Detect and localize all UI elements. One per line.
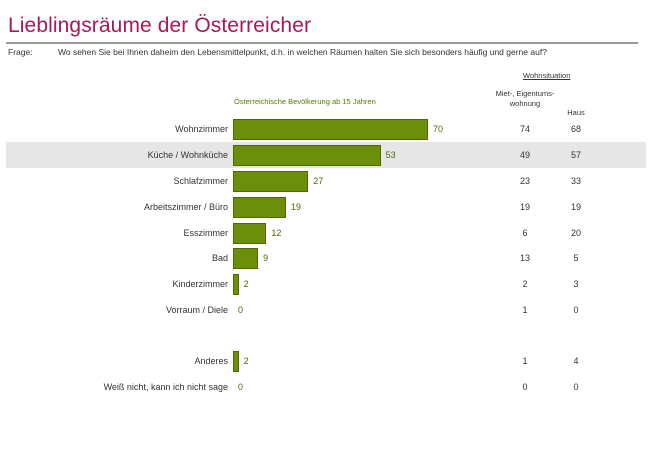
category-label: Kinderzimmer bbox=[172, 279, 228, 289]
haus-value: 68 bbox=[570, 124, 581, 134]
miet-value: 1 bbox=[522, 356, 528, 366]
miet-value: 49 bbox=[519, 150, 530, 160]
data-label: 53 bbox=[385, 150, 396, 160]
bar bbox=[233, 350, 239, 372]
miet-value: 2 bbox=[522, 279, 528, 289]
category-label: Küche / Wohnküche bbox=[147, 150, 228, 160]
data-label: 19 bbox=[290, 202, 301, 212]
data-label: 12 bbox=[271, 228, 282, 238]
bar bbox=[233, 170, 309, 192]
miet-value: 13 bbox=[519, 253, 530, 263]
category-label: Arbeitszimmer / Büro bbox=[143, 202, 228, 212]
haus-value: 3 bbox=[573, 279, 579, 289]
miet-value: 1 bbox=[522, 305, 528, 315]
series-label: Österreichische Bevölkerung ab 15 Jahren bbox=[234, 97, 376, 106]
haus-value: 5 bbox=[573, 253, 579, 263]
category-label: Anderes bbox=[194, 356, 228, 366]
question-text: Wo sehen Sie bei Ihnen daheim den Lebens… bbox=[58, 47, 547, 57]
miet-value: 74 bbox=[519, 124, 530, 134]
category-label: Schlafzimmer bbox=[173, 176, 228, 186]
miet-value: 23 bbox=[519, 176, 530, 186]
category-label: Vorraum / Diele bbox=[165, 305, 228, 315]
haus-value: 0 bbox=[573, 382, 579, 392]
column-header-haus: Haus bbox=[567, 108, 585, 117]
data-label: 2 bbox=[243, 356, 249, 366]
haus-value: 33 bbox=[570, 176, 581, 186]
bar bbox=[233, 196, 286, 218]
data-label: 70 bbox=[433, 124, 444, 134]
haus-value: 57 bbox=[570, 150, 581, 160]
question-label: Frage: bbox=[8, 47, 33, 57]
bar bbox=[233, 144, 381, 166]
title-divider bbox=[6, 42, 638, 44]
category-label: Bad bbox=[211, 253, 228, 263]
miet-value: 6 bbox=[522, 228, 528, 238]
haus-value: 19 bbox=[570, 202, 581, 212]
bar bbox=[233, 222, 267, 244]
category-label: Esszimmer bbox=[183, 228, 229, 238]
haus-value: 4 bbox=[573, 356, 579, 366]
data-label: 0 bbox=[238, 305, 244, 315]
bar bbox=[233, 273, 239, 295]
category-label: Wohnzimmer bbox=[175, 124, 228, 134]
data-label: 27 bbox=[313, 176, 324, 186]
bar bbox=[233, 247, 259, 269]
haus-value: 0 bbox=[573, 305, 579, 315]
group-header-wohnsituation: Wohnsituation bbox=[523, 71, 571, 80]
haus-value: 20 bbox=[570, 228, 581, 238]
data-label: 9 bbox=[263, 253, 269, 263]
page-title: Lieblingsräume der Österreicher bbox=[8, 14, 312, 37]
column-header-miet: Miet-, Eigentums-wohnung bbox=[495, 89, 555, 108]
bar bbox=[233, 118, 428, 140]
miet-value: 0 bbox=[522, 382, 528, 392]
category-label: Weiß nicht, kann ich nicht sage bbox=[103, 382, 228, 392]
data-label: 2 bbox=[243, 279, 249, 289]
data-label: 0 bbox=[238, 382, 244, 392]
miet-value: 19 bbox=[519, 202, 530, 212]
